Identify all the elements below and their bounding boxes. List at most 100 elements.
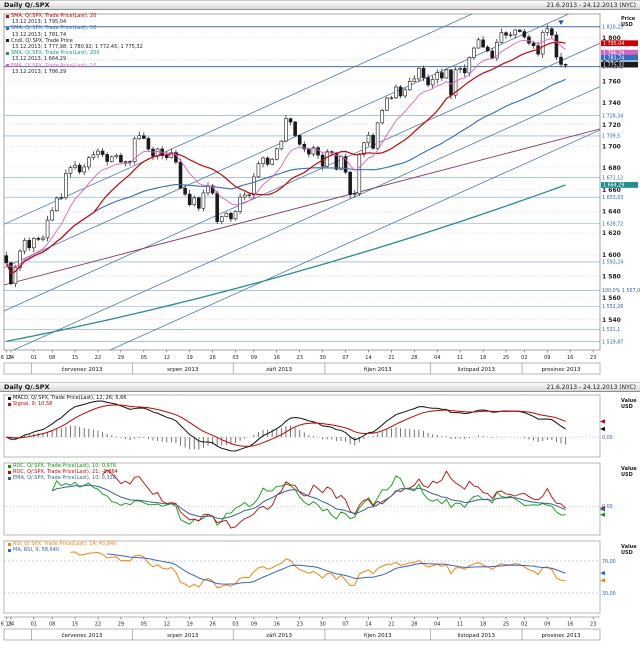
- value-axis-caption-unit: USD: [621, 404, 633, 410]
- indicator-axis-label: 0,00: [602, 504, 613, 510]
- price-tick-label: 1 560: [602, 295, 621, 302]
- date-tick-label: 28: [411, 622, 417, 628]
- date-tick-label: 19: [186, 622, 192, 628]
- date-tick-label: 19: [186, 355, 192, 361]
- month-label: září 2013: [266, 366, 292, 373]
- date-tick-label: 04: [434, 622, 440, 628]
- price-plot-area[interactable]: [3, 13, 601, 351]
- last-value-tag-label: 1 786,29: [603, 50, 624, 56]
- date-tick-label: 09: [251, 622, 257, 628]
- price-tick-label: 1 620: [602, 230, 621, 237]
- level-label: 1 593,24: [602, 260, 623, 266]
- level-label: 1 709,5: [602, 134, 620, 140]
- price-tick-label: 1 540: [602, 317, 621, 324]
- date-tick-label: 6 13: [1, 622, 12, 628]
- date-tick-label: 22: [95, 622, 101, 628]
- indicator-last-value-marker: [600, 507, 605, 512]
- indicator-last-value-marker: [600, 570, 605, 576]
- level-label: 1 552,26: [602, 304, 623, 310]
- date-tick-label: 25: [503, 622, 509, 628]
- value-axis-caption: Value: [621, 398, 637, 404]
- date-tick-label: 21: [388, 355, 394, 361]
- value-axis-caption: Value: [621, 466, 637, 472]
- svg-rsi-series: [70, 551, 566, 589]
- date-tick-label: 16: [274, 622, 280, 628]
- date-tick-label: 26: [209, 355, 215, 361]
- price-tick-label: 1 580: [602, 273, 621, 280]
- date-tick-label: 12: [164, 622, 170, 628]
- date-tick-label: 29: [118, 355, 124, 361]
- price-tick-label: 1 680: [602, 165, 621, 172]
- level-label: 1 628,72: [602, 221, 623, 227]
- main-chart-header: Daily Q/.SPX 21.6.2013 - 24.12.2013 (NYC…: [0, 0, 640, 10]
- date-tick-label: 11: [457, 622, 463, 628]
- value-axis-caption-unit: USD: [621, 550, 633, 556]
- date-tick-label: 01: [31, 355, 37, 361]
- svg-rsi-plot-area[interactable]: [3, 540, 601, 614]
- month-label: říjen 2013: [364, 366, 392, 373]
- price-tick-label: 1 600: [602, 252, 621, 259]
- indicator-last-value-marker: [600, 512, 605, 517]
- last-value-tag-label: 1 795,04: [603, 41, 624, 47]
- date-tick-label: 29: [118, 622, 124, 628]
- date-tick-label: 02: [521, 622, 527, 628]
- date-tick-label: 22: [95, 355, 101, 361]
- date-tick-label: 02: [521, 355, 527, 361]
- date-tick-label: 26: [209, 622, 215, 628]
- month-label: prosinec 2013: [542, 633, 582, 639]
- month-label: srpen 2013: [167, 367, 199, 373]
- svg-macd-plot-area[interactable]: [3, 394, 601, 458]
- indicator-last-value-marker: [600, 419, 605, 424]
- date-tick-label: 12: [164, 355, 170, 361]
- moving-average-lines: [5, 38, 566, 342]
- last-value-tag-label: 1 664,29: [603, 183, 624, 189]
- level-label: 1 728,34: [602, 113, 623, 119]
- indicator-section-title: Daily Q/.SPX: [4, 383, 50, 391]
- indicator-last-value-marker: [600, 426, 605, 432]
- date-tick-label: 07: [342, 355, 348, 361]
- level-label: 1 531,1: [602, 327, 620, 333]
- date-tick-label: 23: [590, 622, 596, 628]
- indicator-section-header: Daily Q/.SPX 21.6.2013 - 24.12.2013 (NYC…: [0, 382, 640, 392]
- main-chart-date-range: 21.6.2013 - 24.12.2013 (NYC): [546, 1, 636, 9]
- price-axis-caption-unit: USD: [621, 22, 633, 28]
- trend-channel-lines[interactable]: [4, 10, 600, 382]
- month-label: listopad 2013: [457, 633, 495, 639]
- down-arrow-annotation[interactable]: [558, 20, 564, 25]
- level-label: 1 519,87: [602, 339, 623, 345]
- date-tick-label: 03: [232, 355, 238, 361]
- date-tick-label: 16: [274, 355, 280, 361]
- date-tick-label: 23: [297, 355, 303, 361]
- last-value-tag-label: 1 781,74: [603, 55, 624, 61]
- indicator-level-label: 70,00: [602, 559, 616, 565]
- date-tick-label: 18: [480, 622, 486, 628]
- last-value-tags: 1 795,04 1 786,291 781,741 775,32 1 664,29: [601, 40, 638, 189]
- month-label: červenec 2013: [61, 632, 102, 639]
- indicator-axis-label: 0,00: [602, 435, 613, 441]
- price-tick-label: 1 800: [602, 35, 621, 42]
- date-tick-label: 03: [232, 622, 238, 628]
- level-label: 100,0% 1 567,06: [602, 288, 640, 294]
- date-tick-label: 05: [141, 355, 147, 361]
- date-tick-label: 18: [480, 355, 486, 361]
- date-tick-label: 21: [388, 622, 394, 628]
- date-tick-label: 14: [365, 622, 371, 628]
- price-tick-label: 1 700: [602, 143, 621, 150]
- price-tick-label: 1 760: [602, 78, 621, 85]
- svg-roc-series: [51, 469, 566, 529]
- date-tick-label: 30: [319, 622, 325, 628]
- date-tick-label: 09: [544, 355, 550, 361]
- month-label: listopad 2013: [457, 367, 495, 373]
- date-tick-label: 15: [72, 355, 78, 361]
- level-label: 1 671,12: [602, 175, 623, 181]
- date-tick-label: 30: [319, 355, 325, 361]
- date-tick-label: 23: [590, 355, 596, 361]
